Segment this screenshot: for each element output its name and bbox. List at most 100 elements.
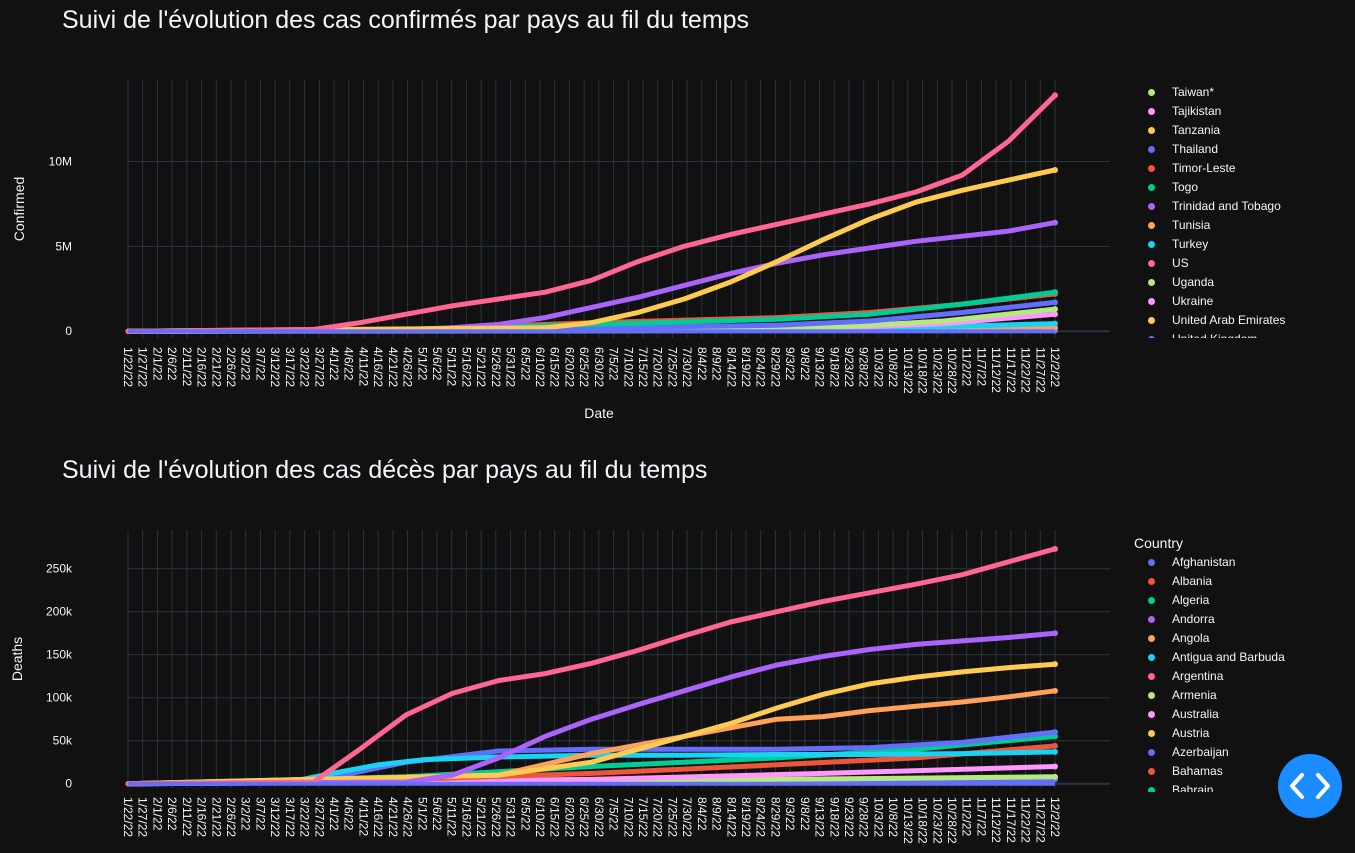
series-end-point[interactable]	[1052, 661, 1058, 668]
legend-item[interactable]: Tunisia	[1130, 216, 1350, 235]
y-tick-label: 50k	[53, 734, 73, 748]
series-line-angola[interactable]	[125, 688, 1058, 787]
series-end-point[interactable]	[1052, 742, 1058, 749]
legend-item[interactable]: Andorra	[1130, 610, 1350, 629]
legend-confirmed[interactable]: Taiwan* Tajikistan Tanzania Thailand Timor-L…	[1130, 80, 1350, 338]
legend-item[interactable]: Thailand	[1130, 140, 1350, 159]
series-end-point[interactable]	[1052, 773, 1058, 780]
x-tick-label: 8/19/22	[739, 797, 753, 837]
legend-item[interactable]: Tanzania	[1130, 121, 1350, 140]
series-end-point[interactable]	[1052, 763, 1058, 770]
x-tick-label: 4/1/22	[327, 347, 341, 381]
y-tick-label: 10M	[49, 154, 72, 168]
series-end-point[interactable]	[1052, 289, 1058, 296]
legend-item[interactable]: Azerbaijan	[1130, 743, 1350, 762]
legend-swatch-icon	[1148, 787, 1155, 792]
series-line-andorra[interactable]	[125, 630, 1058, 787]
series-end-point[interactable]	[1052, 545, 1058, 552]
legend-swatch-icon	[1148, 298, 1155, 305]
series-end-point[interactable]	[1052, 687, 1058, 694]
legend-item-label: Austria	[1172, 726, 1210, 740]
series-end-point[interactable]	[1052, 306, 1058, 313]
legend-item-label: Turkey	[1172, 237, 1209, 251]
legend-item[interactable]: Algeria	[1130, 591, 1350, 610]
legend-item[interactable]: Tajikistan	[1130, 102, 1350, 121]
series-line-us[interactable]	[125, 92, 1058, 334]
legend-item[interactable]: Antigua and Barbuda	[1130, 648, 1350, 667]
legend-swatch-icon	[1148, 730, 1155, 737]
legend-item[interactable]: Armenia	[1130, 686, 1350, 705]
legend-swatch-icon	[1148, 127, 1155, 134]
legend-swatch-icon	[1148, 635, 1155, 642]
legend-item[interactable]: Argentina	[1130, 667, 1350, 686]
series-end-point[interactable]	[1052, 748, 1058, 755]
x-tick-label: 8/4/22	[695, 797, 709, 831]
series-line-united-arab-emirates[interactable]	[125, 167, 1058, 334]
x-tick-label: 10/18/22	[916, 797, 930, 844]
legend-item[interactable]: Bahrain	[1130, 781, 1350, 792]
legend-item[interactable]: Ukraine	[1130, 292, 1350, 311]
y-tick-label: 250k	[46, 562, 73, 576]
legend-item[interactable]: Togo	[1130, 178, 1350, 197]
legend-swatch-icon	[1148, 222, 1155, 229]
x-tick-label: 10/3/22	[871, 347, 885, 387]
legend-item[interactable]: Afghanistan	[1130, 553, 1350, 572]
x-tick-label: 10/8/22	[886, 797, 900, 837]
series-end-point[interactable]	[1052, 733, 1058, 740]
legend-swatch-icon	[1148, 711, 1155, 718]
x-tick-label: 6/30/22	[592, 347, 606, 387]
legend-swatch-icon	[1148, 317, 1155, 324]
series-end-point[interactable]	[1052, 219, 1058, 226]
legend-item-label: Albania	[1172, 574, 1213, 588]
x-tick-label: 11/22/22	[1019, 797, 1033, 843]
x-tick-label: 7/10/22	[621, 347, 635, 387]
x-tick-label: 9/28/22	[857, 347, 871, 387]
x-tick-label: 11/7/22	[974, 797, 988, 836]
series-end-point[interactable]	[1052, 311, 1058, 318]
x-tick-label: 3/2/22	[239, 347, 253, 381]
series-end-point[interactable]	[1052, 320, 1058, 327]
legend-swatch-icon	[1148, 260, 1155, 267]
series-end-point[interactable]	[1052, 729, 1058, 736]
legend-item[interactable]: United Arab Emirates	[1130, 311, 1350, 330]
x-tick-label: 10/3/22	[871, 797, 885, 837]
legend-item[interactable]: Albania	[1130, 572, 1350, 591]
series-end-point[interactable]	[1052, 630, 1058, 637]
series-end-point[interactable]	[1052, 92, 1058, 99]
series-end-point[interactable]	[1052, 299, 1058, 306]
series-line-argentina[interactable]	[125, 546, 1058, 787]
legend-item[interactable]: Trinidad and Tobago	[1130, 197, 1350, 216]
x-tick-label: 9/8/22	[798, 347, 812, 381]
legend-item[interactable]: United Kingdom	[1130, 330, 1350, 338]
series-end-point[interactable]	[1052, 166, 1058, 173]
x-tick-label: 10/13/22	[901, 797, 915, 844]
legend-swatch-icon	[1148, 597, 1155, 604]
legend-deaths[interactable]: Country Afghanistan Albania Algeria Andorra…	[1130, 534, 1350, 792]
legend-swatch-icon	[1148, 146, 1155, 153]
legend-item[interactable]: Australia	[1130, 705, 1350, 724]
chart-deaths[interactable]: 0 50k 100k 150k 200k 250k 1/22/22 1/27/22 2/1/22…	[0, 450, 1125, 853]
x-tick-label: 11/22/22	[1019, 347, 1033, 393]
code-toggle-button[interactable]	[1278, 754, 1342, 818]
x-tick-label: 6/5/22	[518, 347, 532, 381]
x-tick-label: 5/6/22	[430, 797, 444, 831]
legend-item[interactable]: Taiwan*	[1130, 83, 1350, 102]
legend-item[interactable]: Bahamas	[1130, 762, 1350, 781]
legend-item[interactable]: US	[1130, 254, 1350, 273]
legend-item[interactable]: Austria	[1130, 724, 1350, 743]
legend-item-label: Antigua and Barbuda	[1172, 650, 1285, 664]
x-tick-label: 2/6/22	[165, 347, 179, 381]
legend-item[interactable]: Timor-Leste	[1130, 159, 1350, 178]
legend-item-label: Timor-Leste	[1172, 161, 1236, 175]
x-tick-label: 7/20/22	[651, 347, 665, 387]
legend-item[interactable]: Uganda	[1130, 273, 1350, 292]
legend-item[interactable]: Angola	[1130, 629, 1350, 648]
legend-item[interactable]: Turkey	[1130, 235, 1350, 254]
x-tick-label: 9/18/22	[827, 797, 841, 837]
x-tick-label: 6/25/22	[577, 797, 591, 837]
y-tick-label: 0	[65, 777, 72, 791]
x-tick-label: 5/16/22	[459, 797, 473, 837]
x-tick-label: 4/26/22	[401, 797, 415, 837]
series-line-austria[interactable]	[125, 661, 1058, 787]
